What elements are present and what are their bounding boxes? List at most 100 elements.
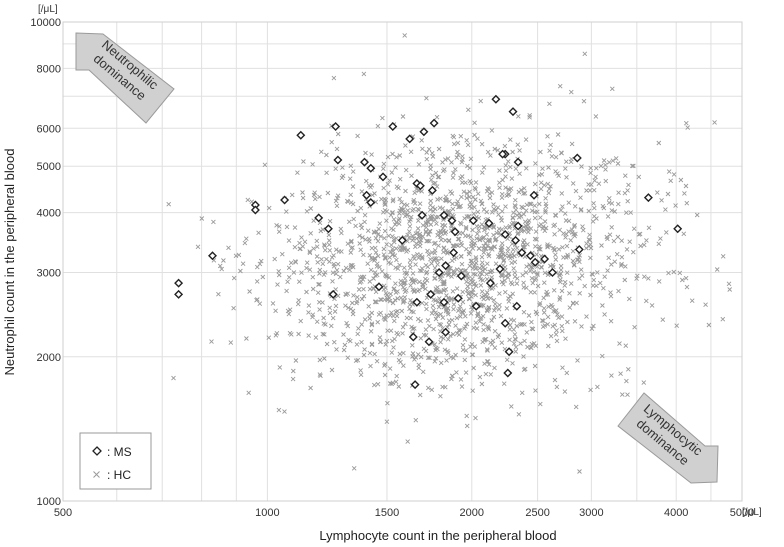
hc-point xyxy=(535,270,540,276)
hc-point xyxy=(560,204,565,209)
hc-point xyxy=(369,322,375,328)
hc-point xyxy=(407,262,413,267)
hc-point xyxy=(601,285,606,291)
hc-point xyxy=(359,296,365,302)
hc-point xyxy=(545,292,551,297)
hc-point xyxy=(308,230,314,236)
hc-point xyxy=(454,286,460,291)
hc-point xyxy=(332,309,338,314)
hc-point xyxy=(622,277,628,283)
hc-point xyxy=(609,208,615,213)
hc-point xyxy=(501,257,507,263)
hc-point xyxy=(462,357,468,363)
hc-point xyxy=(311,246,316,251)
hc-point xyxy=(532,290,538,295)
hc-point xyxy=(317,357,323,363)
hc-point xyxy=(381,252,387,257)
hc-point xyxy=(397,176,403,182)
hc-point xyxy=(546,190,552,196)
hc-point xyxy=(554,328,559,333)
hc-point xyxy=(568,89,574,95)
hc-point xyxy=(510,360,515,366)
hc-point xyxy=(375,319,381,325)
hc-point xyxy=(450,271,456,277)
hc-point xyxy=(380,115,385,121)
ms-point xyxy=(495,264,505,274)
hc-point xyxy=(260,274,266,280)
hc-point xyxy=(588,245,594,251)
hc-point xyxy=(450,243,456,249)
hc-point xyxy=(443,197,449,203)
hc-point xyxy=(481,327,486,333)
hc-point xyxy=(641,380,647,385)
hc-point xyxy=(330,278,335,284)
hc-point xyxy=(512,270,518,276)
hc-point xyxy=(433,355,439,361)
hc-point xyxy=(488,153,493,158)
hc-point xyxy=(318,149,324,155)
hc-point xyxy=(390,198,396,204)
hc-point xyxy=(368,328,374,334)
hc-point xyxy=(484,276,490,282)
hc-point xyxy=(455,199,461,204)
hc-point xyxy=(299,235,304,240)
hc-point xyxy=(605,268,610,273)
hc-point xyxy=(440,281,445,287)
hc-point xyxy=(679,277,685,283)
hc-point xyxy=(405,208,411,213)
hc-point xyxy=(425,355,431,361)
legend-ms-label: : MS xyxy=(107,445,132,459)
hc-point xyxy=(377,339,383,345)
hc-point xyxy=(548,142,553,148)
hc-point xyxy=(445,250,450,256)
hc-point xyxy=(354,342,360,347)
hc-point xyxy=(369,341,375,347)
hc-point xyxy=(288,332,294,337)
hc-point xyxy=(445,305,451,311)
hc-point xyxy=(559,314,565,319)
hc-point xyxy=(424,95,429,101)
hc-point xyxy=(503,163,509,168)
hc-point xyxy=(384,218,389,224)
y-tick-labels: 1000 2000 3000 4000 5000 6000 8000 10000 xyxy=(30,17,61,508)
hc-point xyxy=(376,312,382,317)
hc-point xyxy=(369,310,375,316)
ms-point xyxy=(174,278,184,288)
hc-point xyxy=(403,321,408,327)
hc-point xyxy=(270,301,276,306)
hc-point xyxy=(231,305,236,311)
hc-point xyxy=(656,140,662,146)
hc-point xyxy=(494,230,500,236)
hc-point xyxy=(397,211,402,216)
hc-point xyxy=(571,262,577,267)
hc-point xyxy=(619,254,625,260)
hc-point xyxy=(615,161,621,166)
hc-point xyxy=(447,198,452,204)
hc-point xyxy=(350,311,356,317)
hc-point xyxy=(345,241,351,247)
ms-point xyxy=(412,297,422,307)
hc-point xyxy=(394,257,399,263)
hc-point xyxy=(322,243,328,249)
hc-point xyxy=(549,302,554,308)
hc-point xyxy=(420,234,426,239)
ms-point xyxy=(453,293,463,303)
hc-point xyxy=(665,191,671,197)
hc-point xyxy=(358,372,364,378)
hc-point xyxy=(484,271,489,277)
hc-point xyxy=(593,114,599,119)
x-tick-label: 1000 xyxy=(255,507,279,519)
hc-point xyxy=(331,339,337,345)
hc-point xyxy=(636,232,642,237)
hc-point xyxy=(632,324,637,330)
hc-point xyxy=(454,370,459,375)
hc-point xyxy=(451,141,457,147)
hc-point xyxy=(434,184,440,189)
hc-point xyxy=(440,315,446,321)
hc-point xyxy=(435,284,440,290)
hc-point xyxy=(321,332,327,337)
hc-point xyxy=(334,347,339,352)
hc-point xyxy=(465,142,471,148)
hc-point xyxy=(552,231,557,237)
hc-point xyxy=(567,305,573,310)
